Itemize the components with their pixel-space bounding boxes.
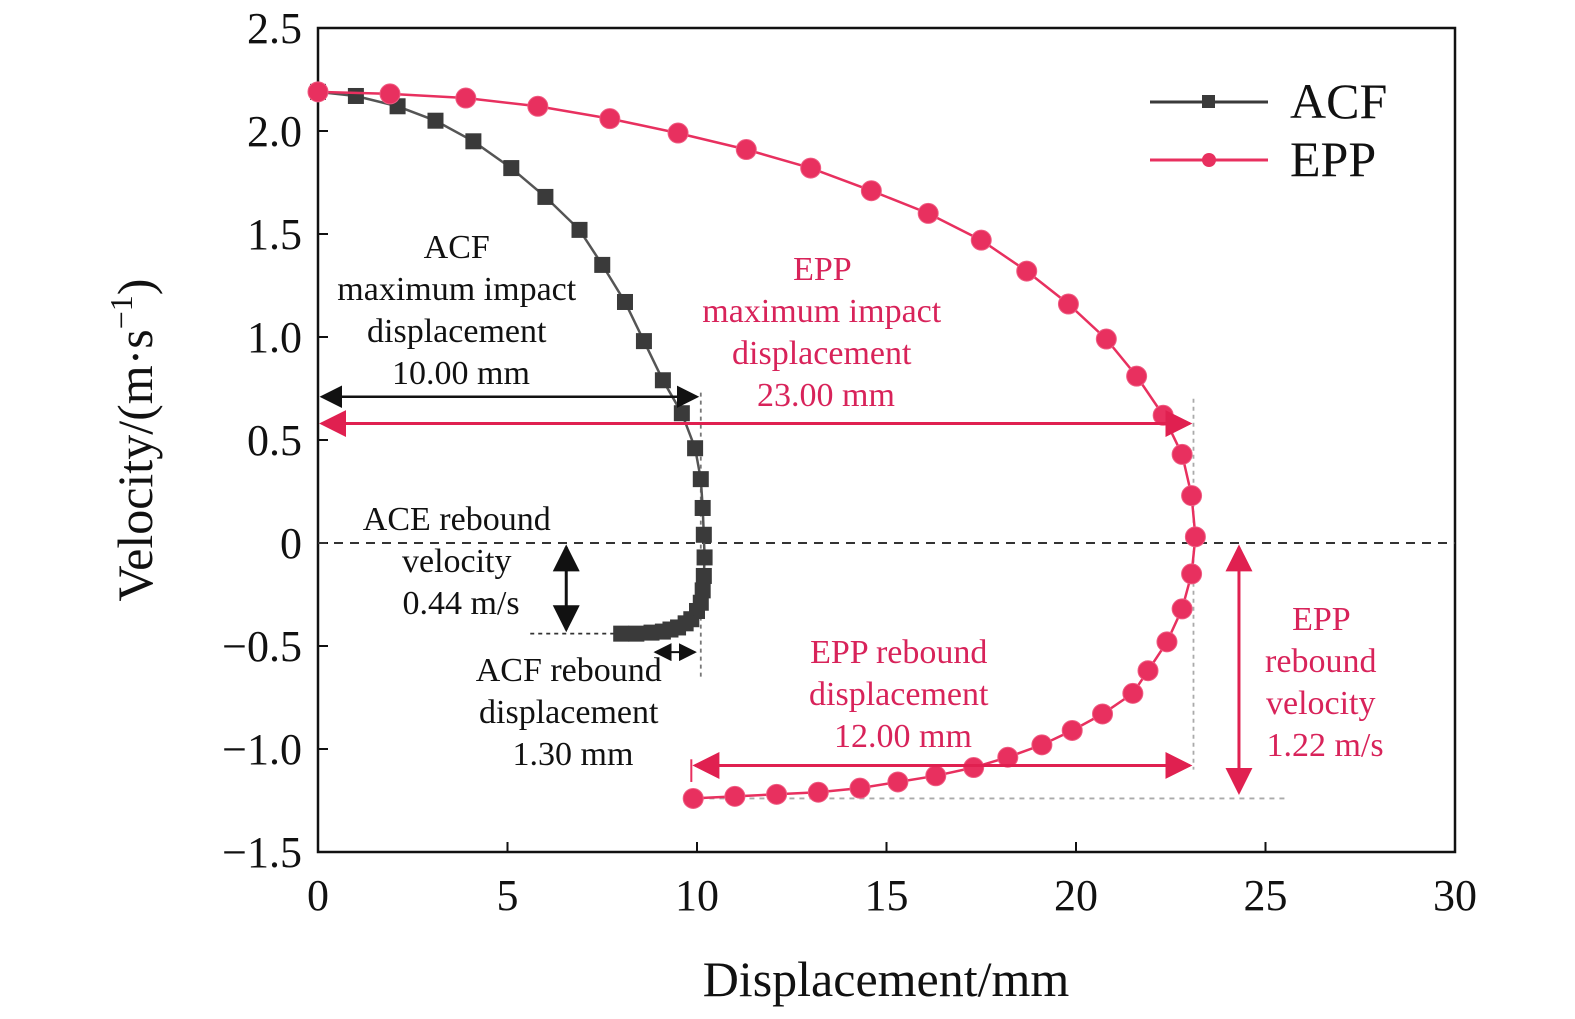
x-tick-label: 10 [675, 871, 719, 920]
y-axis-title: Velocity/(m·s−1) [103, 279, 163, 602]
legend-epp-marker [1202, 153, 1216, 167]
epp-data-point [887, 771, 909, 793]
epp-data-point [970, 229, 992, 251]
acf-data-point [465, 133, 482, 150]
y-tick-label: 0 [280, 519, 302, 568]
acf-data-point [694, 582, 711, 599]
acf-data-point [654, 372, 671, 389]
legend-acf-label: ACF [1290, 73, 1387, 129]
epp-data-point [1061, 719, 1083, 741]
x-tick-label: 20 [1054, 871, 1098, 920]
y-tick-label: 0.5 [247, 416, 302, 465]
epp-data-point [917, 202, 939, 224]
epp-data-point [455, 87, 477, 109]
acf-data-point [695, 567, 712, 584]
x-axis-title: Displacement/mm [703, 951, 1070, 1007]
epp-data-point [1031, 734, 1053, 756]
epp-data-point [1016, 260, 1038, 282]
acf-data-point [616, 293, 633, 310]
epp-data-point [599, 108, 621, 130]
epp-data-point [1137, 660, 1159, 682]
acf-max-annotation: ACF maximum impact displacement 10.00 mm [337, 229, 584, 392]
epp-data-point [849, 777, 871, 799]
epp-rebound-velocity-annotation: EPP rebound velocity 1.22 m/s [1265, 601, 1385, 764]
epp-data-point [1156, 631, 1178, 653]
epp-data-point [735, 139, 757, 161]
y-tick-label: −1.5 [222, 828, 302, 877]
acf-data-point [537, 188, 554, 205]
acf-data-point [613, 625, 630, 642]
epp-data-point [860, 180, 882, 202]
acf-data-point [628, 625, 645, 642]
series-layer [307, 81, 1206, 809]
acf-data-point [571, 221, 588, 238]
y-tick-label: −0.5 [222, 622, 302, 671]
ace-rebound-velocity-annotation: ACE rebound velocity 0.44 m/s [363, 501, 559, 622]
legend: ACF EPP [1150, 73, 1387, 187]
epp-data-point [1126, 365, 1148, 387]
epp-data-point [807, 781, 829, 803]
epp-rebound-displacement-annotation: EPP rebound displacement 12.00 mm [809, 634, 997, 755]
epp-data-point [766, 783, 788, 805]
axis-ticks: 0 5 10 15 20 25 30 −1.5 −1.0 −0.5 0 0.5 1.0 1.5 2.0 2.5 [222, 4, 1477, 920]
epp-data-point [1181, 485, 1203, 507]
epp-data-point [1092, 703, 1114, 725]
x-tick-label: 30 [1433, 871, 1477, 920]
annotation-arrows [319, 385, 1253, 795]
epp-data-point [1171, 598, 1193, 620]
y-tick-label: 1.0 [247, 313, 302, 362]
epp-data-point [1171, 443, 1193, 465]
epp-data-point [1057, 293, 1079, 315]
acf-data-point [427, 112, 444, 129]
epp-data-point [307, 81, 329, 103]
epp-series-line [317, 90, 1197, 800]
epp-data-point [963, 757, 985, 779]
y-tick-label: 2.0 [247, 107, 302, 156]
legend-epp-label: EPP [1290, 131, 1376, 187]
acf-data-point [687, 440, 704, 457]
x-tick-label: 0 [307, 871, 329, 920]
acf-data-point [696, 549, 713, 566]
y-tick-label: 1.5 [247, 210, 302, 259]
epp-data-point [1122, 682, 1144, 704]
y-tick-label: −1.0 [222, 725, 302, 774]
epp-data-point [1184, 526, 1206, 548]
acf-data-point [347, 87, 364, 104]
epp-data-point [724, 785, 746, 807]
x-tick-label: 25 [1244, 871, 1288, 920]
x-tick-label: 5 [497, 871, 519, 920]
epp-data-point [667, 122, 689, 144]
epp-data-point [682, 787, 704, 809]
epp-data-point [1095, 328, 1117, 350]
epp-max-annotation: EPP maximum impact displacement 23.00 mm [702, 251, 949, 414]
x-tick-label: 15 [865, 871, 909, 920]
epp-data-point [925, 765, 947, 787]
acf-data-point [635, 333, 652, 350]
y-tick-label: 2.5 [247, 4, 302, 53]
acf-data-point [594, 256, 611, 273]
legend-acf-marker [1202, 95, 1215, 108]
acf-data-point [692, 471, 709, 488]
epp-data-point [527, 95, 549, 117]
epp-data-point [800, 157, 822, 179]
epp-data-point [1181, 563, 1203, 585]
acf-rebound-displacement-annotation: ACF rebound displacement 1.30 mm [476, 652, 671, 773]
acf-data-point [503, 160, 520, 177]
epp-data-point [379, 83, 401, 105]
acf-data-point [643, 624, 660, 641]
acf-data-point [673, 405, 690, 422]
acf-data-point [695, 526, 712, 543]
acf-data-point [694, 499, 711, 516]
